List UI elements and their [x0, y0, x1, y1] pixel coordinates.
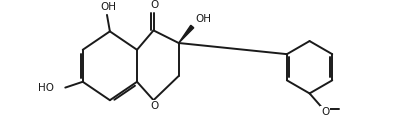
Text: O: O: [320, 107, 328, 117]
Text: OH: OH: [195, 14, 211, 24]
Text: OH: OH: [100, 2, 115, 12]
Polygon shape: [178, 25, 193, 43]
Text: HO: HO: [38, 83, 53, 93]
Text: O: O: [150, 101, 158, 111]
Text: O: O: [150, 0, 158, 10]
